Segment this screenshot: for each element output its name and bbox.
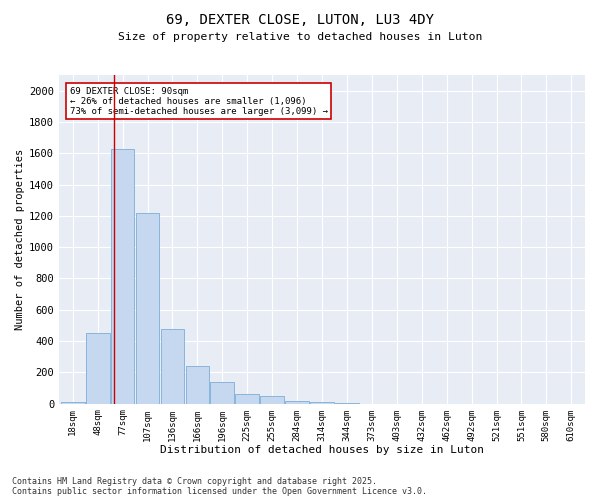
Text: Contains public sector information licensed under the Open Government Licence v3: Contains public sector information licen… (12, 487, 427, 496)
Y-axis label: Number of detached properties: Number of detached properties (15, 148, 25, 330)
Bar (111, 148, 134, 404)
Text: 69 DEXTER CLOSE: 90sqm
← 26% of detached houses are smaller (1,096)
73% of semi-: 69 DEXTER CLOSE: 90sqm ← 26% of detached… (70, 86, 328, 117)
Bar (285, 400, 309, 404)
X-axis label: Distribution of detached houses by size in Luton: Distribution of detached houses by size … (160, 445, 484, 455)
Text: Contains HM Land Registry data © Crown copyright and database right 2025.: Contains HM Land Registry data © Crown c… (12, 477, 377, 486)
Text: 69, DEXTER CLOSE, LUTON, LU3 4DY: 69, DEXTER CLOSE, LUTON, LU3 4DY (166, 12, 434, 26)
Bar (260, 396, 284, 404)
Text: Size of property relative to detached houses in Luton: Size of property relative to detached ho… (118, 32, 482, 42)
Bar (61, 402, 85, 404)
Bar (335, 403, 359, 404)
Bar (161, 328, 184, 404)
Bar (86, 334, 110, 404)
Bar (235, 394, 259, 404)
Bar (310, 402, 334, 404)
Bar (185, 366, 209, 404)
Bar (211, 382, 234, 404)
Bar (136, 213, 160, 404)
